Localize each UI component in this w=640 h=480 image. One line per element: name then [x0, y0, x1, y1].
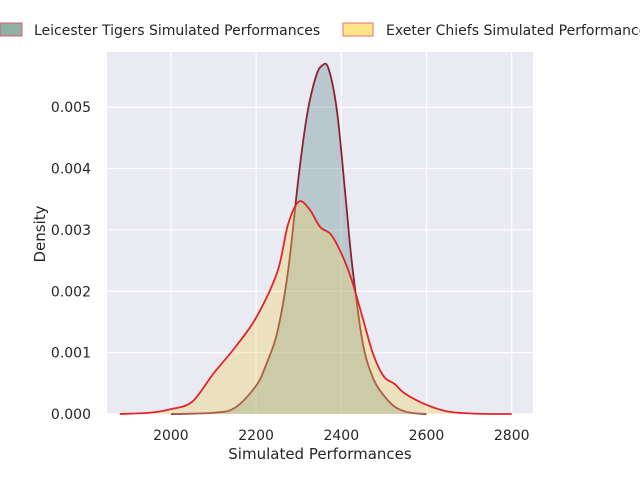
x-tick-label: 2600 [409, 428, 445, 444]
plot-area [107, 52, 533, 414]
y-axis-label: Density [31, 205, 49, 262]
series-layer [119, 62, 512, 415]
grid [107, 52, 533, 415]
legend-label-leicester: Leicester Tigers Simulated Performances [34, 23, 320, 39]
x-tick-label: 2800 [494, 428, 530, 444]
legend: Leicester Tigers Simulated Performances … [0, 22, 640, 39]
density-fill-exeter [119, 201, 512, 414]
y-tick-label: 0.005 [51, 100, 91, 116]
x-tick-label: 2000 [153, 428, 189, 444]
density-fill-leicester [170, 63, 427, 414]
y-tick-label: 0.000 [51, 407, 91, 423]
y-tick-label: 0.002 [51, 284, 91, 300]
x-tick-label: 2400 [323, 428, 359, 444]
density-line-leicester [170, 62, 427, 415]
y-tick-label: 0.004 [51, 162, 91, 178]
density-line-exeter [119, 200, 512, 415]
y-tick-label: 0.001 [51, 346, 91, 362]
legend-swatch-exeter [342, 22, 374, 37]
legend-swatch-leicester [0, 22, 23, 37]
x-tick-label: 2200 [238, 428, 274, 444]
y-tick-label: 0.003 [51, 223, 91, 239]
legend-label-exeter: Exeter Chiefs Simulated Performances [386, 23, 640, 39]
ticks: 2000 2200 2400 2600 2800 0.000 0.001 0.002 0.003… [51, 100, 530, 444]
x-axis-label: Simulated Performances [228, 445, 412, 463]
